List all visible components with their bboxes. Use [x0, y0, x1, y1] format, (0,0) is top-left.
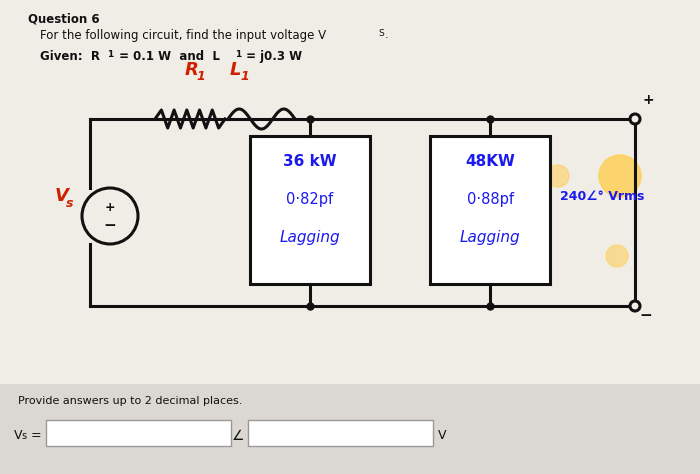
Bar [0, 0, 700, 389]
Text: = j0.3 W: = j0.3 W [242, 50, 302, 63]
Text: V: V [438, 429, 447, 442]
Bar [46, 420, 231, 446]
Text: S: S [378, 29, 384, 38]
Bar [0, 374, 700, 474]
Text: 1: 1 [196, 70, 204, 83]
Text: 0·88pf: 0·88pf [466, 192, 514, 207]
Text: V: V [55, 187, 69, 205]
Text: +: + [105, 201, 116, 213]
Text: L: L [230, 61, 241, 79]
Text: 1: 1 [107, 50, 113, 59]
Bar [248, 420, 433, 446]
Text: −: − [639, 308, 652, 323]
Ellipse shape [547, 165, 569, 187]
Text: s: s [66, 197, 74, 210]
Text: −: − [104, 218, 116, 233]
Circle shape [630, 114, 640, 124]
Text: 240∠° Vrms: 240∠° Vrms [560, 190, 645, 202]
Text: +: + [643, 93, 655, 107]
Text: ∠: ∠ [232, 429, 244, 443]
Text: Question 6: Question 6 [28, 12, 99, 25]
Text: =: = [27, 429, 41, 442]
Text: V: V [14, 429, 22, 442]
Circle shape [630, 301, 640, 311]
Text: For the following circuit, find the input voltage V: For the following circuit, find the inpu… [40, 29, 326, 42]
Text: 48KW: 48KW [465, 154, 515, 169]
Text: = 0.1 W  and  L: = 0.1 W and L [115, 50, 220, 63]
Text: Lagging: Lagging [460, 230, 520, 245]
Text: s: s [21, 431, 26, 441]
Text: 36 kW: 36 kW [284, 154, 337, 169]
Text: 1: 1 [240, 70, 248, 83]
Text: Lagging: Lagging [280, 230, 340, 245]
Ellipse shape [606, 245, 628, 267]
Text: R: R [185, 61, 199, 79]
Text: Provide answers up to 2 decimal places.: Provide answers up to 2 decimal places. [18, 396, 242, 406]
Bar [250, 136, 370, 284]
Text: Given:  R: Given: R [40, 50, 100, 63]
Text: 1: 1 [235, 50, 241, 59]
Bar [430, 136, 550, 284]
Ellipse shape [599, 155, 641, 197]
Text: .: . [385, 30, 389, 40]
Bar [0, 384, 700, 474]
Text: 0·82pf: 0·82pf [286, 192, 334, 207]
